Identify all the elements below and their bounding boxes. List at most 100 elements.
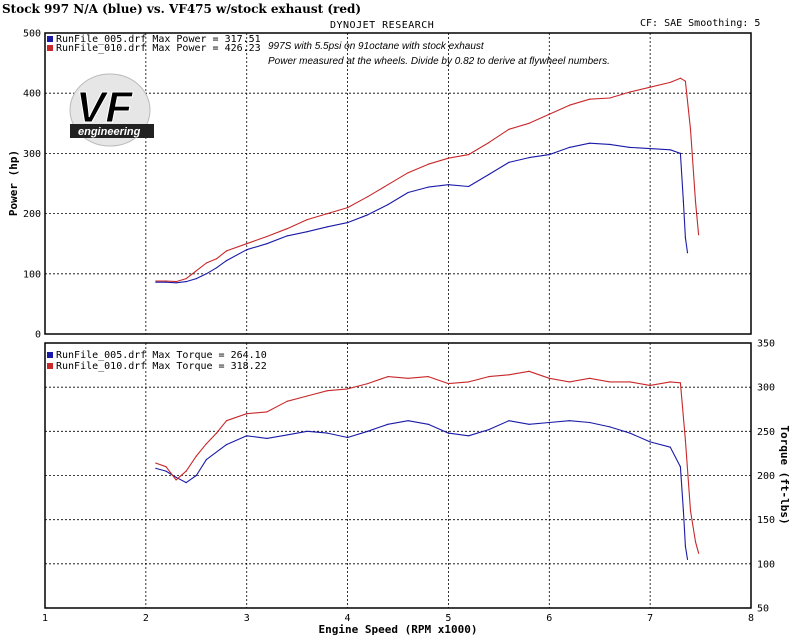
power-data-point — [447, 184, 449, 186]
torque-data-point — [306, 395, 308, 397]
legend-swatch-red-power — [47, 45, 53, 51]
power-data-point — [286, 235, 288, 237]
power-data-point — [508, 128, 510, 130]
torque-data-point — [568, 381, 571, 383]
power-data-point — [185, 278, 187, 280]
power-data-point — [488, 173, 490, 176]
power-tick-label: 500 — [23, 29, 41, 40]
torque-data-point — [508, 374, 510, 376]
power-data-point — [468, 185, 470, 188]
power-data-point — [629, 91, 631, 93]
torque-data-point — [508, 420, 510, 422]
power-data-point — [682, 201, 685, 203]
torque-data-point — [686, 558, 689, 561]
power-data-point — [568, 104, 571, 106]
power-data-point — [679, 152, 682, 154]
power-data-point — [195, 270, 197, 272]
power-data-point — [508, 161, 510, 163]
torque-lines — [155, 370, 700, 561]
power-data-point — [548, 154, 550, 156]
torque-data-point — [155, 462, 157, 464]
torque-data-point — [387, 376, 389, 378]
torque-data-point — [286, 400, 288, 402]
x-axis-label: Engine Speed (RPM x1000) — [319, 623, 478, 636]
torque-data-point — [205, 443, 207, 445]
power-data-point — [684, 80, 687, 82]
torque-data-point — [246, 435, 248, 437]
power-data-point — [589, 98, 591, 100]
x-tick-label: 2 — [143, 613, 149, 624]
power-data-point — [387, 184, 389, 186]
power-lines — [155, 77, 700, 284]
torque-data-point — [589, 377, 591, 379]
power-data-point — [528, 122, 530, 124]
torque-data-point — [548, 377, 550, 379]
power-data-point — [306, 219, 308, 221]
torque-data-point — [669, 381, 671, 383]
torque-data-point — [326, 390, 328, 392]
torque-data-point — [488, 429, 490, 431]
power-data-point — [649, 86, 651, 88]
legend-torque-blue: RunFile_005.drf Max Torque = 264.10 — [56, 350, 267, 361]
power-tick-label: 100 — [23, 269, 41, 280]
x-tick-label: 7 — [647, 613, 653, 624]
torque-data-point — [165, 466, 167, 468]
power-data-point — [347, 207, 349, 209]
power-data-point — [468, 154, 470, 156]
power-data-point — [246, 243, 248, 245]
torque-data-point — [407, 377, 409, 379]
power-tick-label: 300 — [23, 149, 41, 160]
torque-data-point — [682, 510, 685, 512]
torque-data-point — [185, 482, 187, 484]
power-data-point — [286, 228, 288, 230]
torque-data-point — [215, 432, 218, 434]
torque-data-point — [175, 476, 177, 478]
power-data-point — [447, 157, 449, 159]
power-data-point — [669, 149, 671, 151]
torque-data-point — [679, 382, 682, 384]
power-data-point — [225, 250, 228, 252]
power-data-point — [548, 113, 550, 115]
power-data-point — [175, 282, 177, 284]
torque-data-point — [528, 423, 530, 425]
torque-data-point — [225, 420, 228, 422]
torque-data-point — [568, 420, 571, 422]
power-data-point — [225, 260, 228, 262]
torque-data-point — [447, 383, 449, 385]
torque-ticks: 50 100 150 200 250 300 350 — [757, 339, 775, 615]
torque-data-point — [694, 541, 697, 543]
power-data-point — [367, 196, 369, 198]
torque-data-point — [347, 388, 349, 390]
power-y-axis-label: Power (hp) — [7, 150, 20, 216]
torque-data-point — [649, 441, 651, 443]
power-data-point — [266, 243, 268, 245]
torque-data-point — [684, 545, 687, 547]
annotation-line-1: 997S with 5.5psi on 91octane with stock … — [268, 41, 485, 52]
power-data-point — [684, 237, 687, 239]
torque-tick-label: 300 — [757, 383, 775, 394]
torque-grid — [45, 343, 751, 608]
torque-data-point — [629, 432, 631, 434]
power-data-point — [326, 226, 328, 228]
torque-data-point — [669, 446, 671, 448]
torque-data-point — [286, 434, 288, 436]
torque-data-point — [195, 474, 197, 477]
power-data-point — [195, 278, 197, 280]
torque-data-point — [407, 420, 409, 422]
torque-tick-label: 150 — [757, 515, 775, 526]
power-data-point — [649, 148, 651, 150]
torque-data-point — [367, 383, 369, 385]
power-data-point — [306, 231, 308, 233]
torque-data-point — [225, 444, 228, 446]
power-tick-label: 0 — [35, 330, 41, 341]
torque-data-point — [684, 439, 687, 441]
torque-data-point — [488, 376, 490, 378]
torque-data-point — [175, 479, 177, 481]
torque-data-point — [306, 430, 308, 432]
power-data-point — [568, 146, 571, 148]
power-data-point — [165, 281, 167, 283]
power-tick-label: 200 — [23, 209, 41, 220]
torque-data-point — [468, 381, 470, 383]
power-data-point — [215, 258, 218, 260]
